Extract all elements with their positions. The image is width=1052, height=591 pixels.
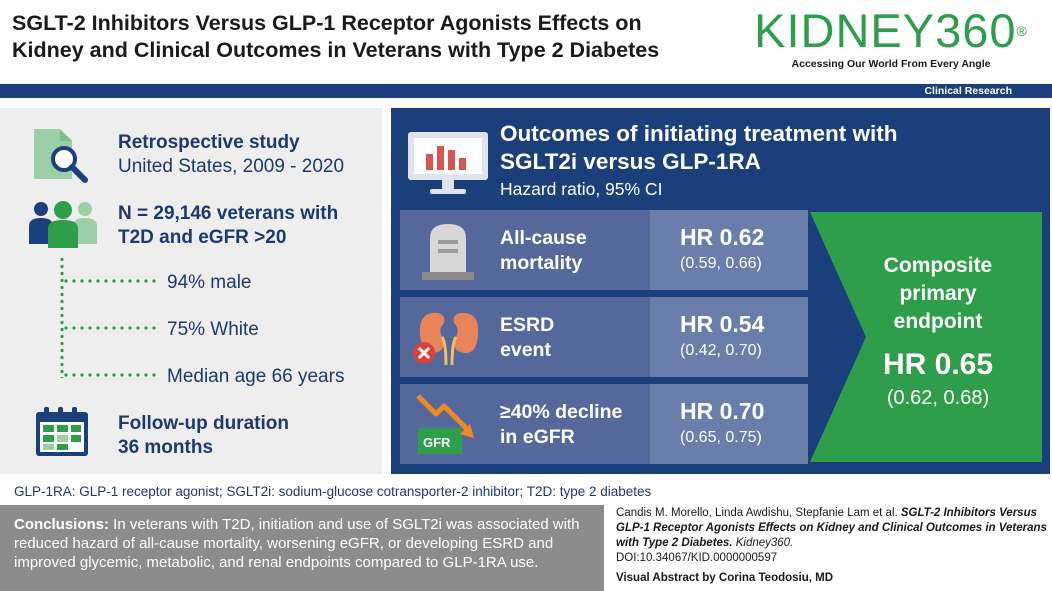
- monitor-chart-icon: [408, 132, 488, 194]
- outcome-row-esrd: ESRD event HR 0.54 (0.42, 0.70): [400, 297, 808, 377]
- citation-title: SGLT-2 Inhibitors Versus GLP-1 Receptor …: [616, 507, 1047, 549]
- outcome-row-mortality: All-cause mortality HR 0.62 (0.59, 0.66): [400, 210, 808, 290]
- hazard-ratio-box: HR 0.70 (0.65, 0.75): [650, 384, 808, 464]
- outcome-label-line-1: ESRD: [500, 314, 555, 336]
- page-title: SGLT-2 Inhibitors Versus GLP-1 Receptor …: [12, 10, 732, 64]
- citation-authors: Candis M. Morello, Linda Awdishu, Stepfa…: [616, 507, 901, 519]
- outcome-row-egfr: GFR ≥40% decline in eGFR HR 0.70 (0.65, …: [400, 384, 808, 464]
- calendar-icon: [36, 407, 88, 456]
- gfr-decline-icon: GFR: [416, 394, 474, 454]
- outcome-label-line-2: in eGFR: [500, 426, 575, 448]
- follow-up-title: Follow-up duration: [118, 413, 289, 434]
- hazard-ratio: HR 0.62: [680, 224, 765, 250]
- hazard-ratio: HR 0.70: [680, 398, 765, 424]
- citation-doi: DOI:10.34067/KID.0000000597: [616, 552, 778, 564]
- confidence-interval: (0.42, 0.70): [680, 342, 762, 359]
- outcome-label-line-1: ≥40% decline: [500, 401, 623, 423]
- follow-up-value: 36 months: [118, 437, 214, 458]
- confidence-interval: (0.59, 0.66): [680, 255, 762, 272]
- dotted-connector: [60, 256, 64, 378]
- composite-confidence-interval: (0.62, 0.68): [886, 387, 990, 409]
- conclusions-box: Conclusions: In veterans with T2D, initi…: [0, 505, 604, 591]
- population-line-2: T2D and eGFR >20: [118, 227, 287, 248]
- outcome-label-line-2: event: [500, 339, 551, 361]
- citation-journal: Kidney360.: [732, 537, 794, 549]
- title-line-2: Kidney and Clinical Outcomes in Veterans…: [12, 38, 660, 62]
- composite-hazard-ratio: HR 0.65: [882, 348, 994, 381]
- outcome-label: ESRD event: [500, 313, 554, 363]
- journal-name: KIDNEY360: [754, 4, 1017, 57]
- abbreviations-footnote: GLP-1RA: GLP-1 receptor agonist; SGLT2i:…: [14, 484, 652, 499]
- svg-text:GFR: GFR: [423, 435, 451, 450]
- population: N = 29,146 veterans with T2D and eGFR >2…: [118, 202, 338, 250]
- outcomes-title-line-1: Outcomes of initiating treatment with: [500, 121, 898, 146]
- composite-endpoint-label: Composite primary endpoint: [822, 252, 1052, 336]
- study-design: Retrospective study United States, 2009 …: [118, 131, 344, 179]
- registered-mark: ®: [1016, 23, 1028, 39]
- tombstone-icon: [422, 224, 474, 280]
- outcomes-title: Outcomes of initiating treatment with SG…: [500, 120, 898, 176]
- title-line-1: SGLT-2 Inhibitors Versus GLP-1 Receptor …: [12, 11, 642, 35]
- outcomes-title-line-2: SGLT2i versus GLP-1RA: [500, 149, 761, 174]
- outcome-label-line-1: All-cause: [500, 227, 587, 249]
- dotted-branch: [62, 326, 158, 330]
- journal-wordmark: KIDNEY360®: [738, 6, 1044, 56]
- conclusions-label: Conclusions:: [14, 516, 110, 533]
- composite-endpoint-arrow: [810, 212, 1042, 462]
- dotted-branch: [62, 373, 158, 377]
- composite-label-line-1: Composite: [883, 254, 993, 277]
- outcome-label: All-cause mortality: [500, 226, 587, 276]
- outcomes-subtitle: Hazard ratio, 95% CI: [500, 179, 663, 199]
- outcome-label: ≥40% decline in eGFR: [500, 400, 622, 450]
- hazard-ratio-box: HR 0.62 (0.59, 0.66): [650, 210, 808, 290]
- population-line-1: N = 29,146 veterans with: [118, 203, 339, 224]
- hazard-ratio-box: HR 0.54 (0.42, 0.70): [650, 297, 808, 377]
- document-search-icon: [34, 129, 88, 183]
- dotted-branch: [62, 279, 158, 283]
- characteristic-male: 94% male: [167, 272, 252, 293]
- composite-label-line-2: primary: [899, 282, 977, 305]
- category-bar: Clinical Research: [0, 84, 1052, 98]
- people-group-icon: [29, 201, 97, 248]
- confidence-interval: (0.65, 0.75): [680, 429, 762, 446]
- visual-abstract-credit: Visual Abstract by Corina Teodosiu, MD: [616, 572, 834, 584]
- study-design-detail: United States, 2009 - 2020: [118, 156, 345, 177]
- characteristic-age: Median age 66 years: [167, 366, 345, 387]
- outcome-label-line-2: mortality: [500, 252, 583, 274]
- study-design-title: Retrospective study: [118, 132, 300, 153]
- composite-label-line-3: endpoint: [893, 310, 983, 333]
- follow-up: Follow-up duration 36 months: [118, 412, 289, 460]
- kidneys-icon: [413, 312, 479, 366]
- citation: Candis M. Morello, Linda Awdishu, Stepfa…: [616, 506, 1048, 566]
- journal-logo: KIDNEY360® Accessing Our World From Ever…: [738, 6, 1044, 71]
- characteristic-race: 75% White: [167, 319, 259, 340]
- conclusions-text: In veterans with T2D, initiation and use…: [14, 516, 580, 571]
- journal-tagline: Accessing Our World From Every Angle: [791, 58, 991, 70]
- category-label: Clinical Research: [924, 85, 1012, 97]
- hazard-ratio: HR 0.54: [680, 311, 765, 337]
